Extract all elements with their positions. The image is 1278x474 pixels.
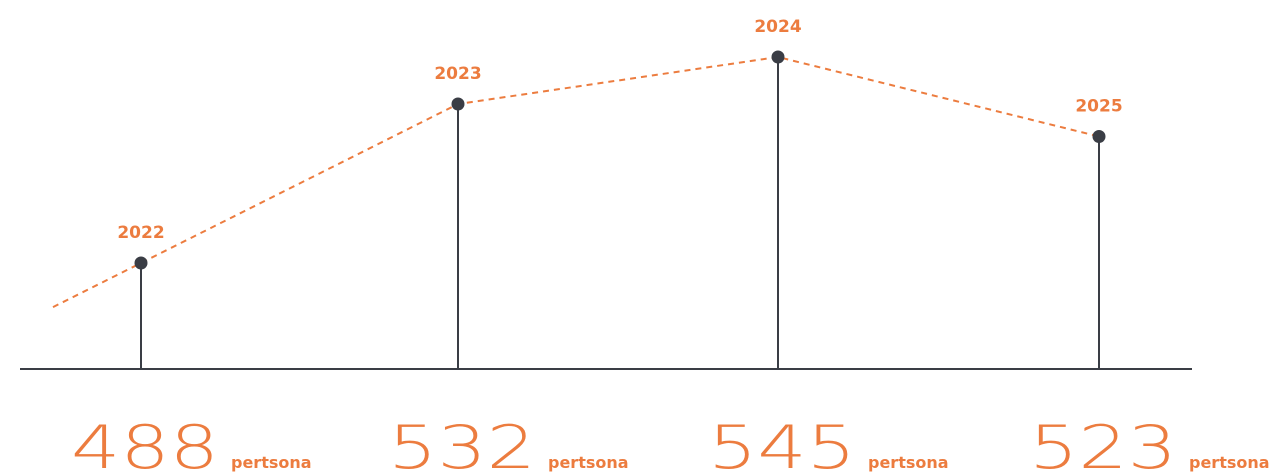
stems-group xyxy=(140,57,1100,369)
unit-label-2022: pertsona xyxy=(231,453,312,472)
value-group-2024: 545 pertsona xyxy=(708,413,949,474)
value-label-2023: 532 xyxy=(388,413,536,474)
point-2023 xyxy=(451,97,465,111)
year-labels-group: 2022 2023 2024 2025 xyxy=(117,17,1122,243)
value-group-2022: 488 pertsona xyxy=(71,413,312,474)
value-label-2024: 545 xyxy=(708,413,856,474)
trend-line xyxy=(52,55,1100,308)
unit-label-2025: pertsona xyxy=(1189,453,1270,472)
year-label-2023: 2023 xyxy=(434,64,481,84)
value-label-2025: 523 xyxy=(1029,413,1177,474)
value-group-2023: 532 pertsona xyxy=(388,413,629,474)
year-label-2022: 2022 xyxy=(117,223,164,243)
value-label-2022: 488 xyxy=(71,413,219,474)
point-2025 xyxy=(1092,130,1106,144)
value-group-2025: 523 pertsona xyxy=(1029,413,1270,474)
points-group xyxy=(134,50,1106,270)
point-2024 xyxy=(771,50,785,64)
year-label-2025: 2025 xyxy=(1075,97,1122,117)
year-label-2024: 2024 xyxy=(754,17,801,37)
value-labels-group: 488 pertsona 532 pertsona 545 pertsona 523 pert… xyxy=(71,413,1270,474)
point-2022 xyxy=(134,256,148,270)
trend-line-group xyxy=(52,55,1100,308)
unit-label-2024: pertsona xyxy=(868,453,949,472)
unit-label-2023: pertsona xyxy=(548,453,629,472)
